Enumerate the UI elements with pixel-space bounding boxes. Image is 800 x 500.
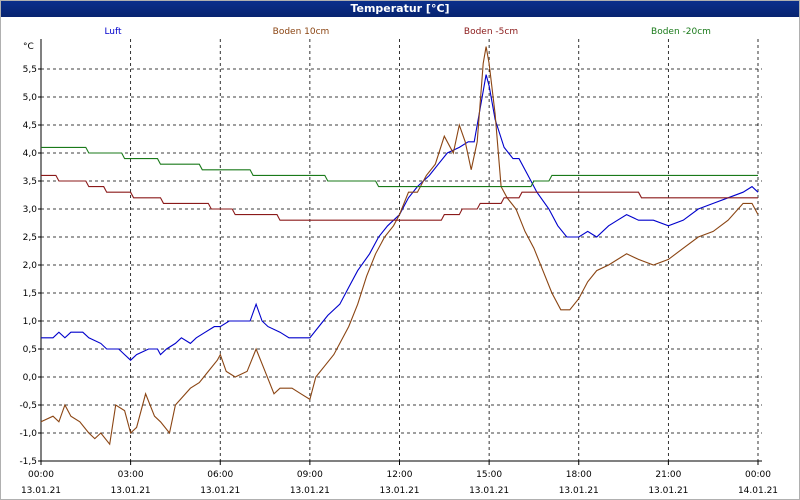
x-tick-time: 21:00 (655, 470, 681, 480)
y-tick-label: 5,5 (23, 65, 37, 75)
series-line (40, 46, 759, 446)
window-title: Temperatur [°C] (1, 1, 799, 17)
legend-entry: Boden 10cm (273, 27, 330, 37)
y-tick-label: 3,5 (23, 177, 37, 187)
chart-grid (40, 39, 762, 462)
chart-legend: Luft Boden 10cm Boden -5cm Boden -20cm (104, 27, 711, 37)
y-tick-label: 1,0 (23, 317, 38, 327)
legend-entry: Boden -20cm (651, 27, 711, 37)
y-tick-label: 0,5 (23, 345, 37, 355)
x-axis: 00:00 13.01.21 03:00 13.01.21 06:00 13.01.21 0… (21, 461, 778, 496)
x-tick-time: 00:00 (28, 470, 54, 480)
x-tick-date: 13.01.21 (559, 486, 599, 496)
x-tick-date: 13.01.21 (200, 486, 240, 496)
series-line (41, 146, 758, 188)
y-tick-label: 5,0 (23, 93, 38, 103)
y-tick-label: -1,0 (19, 429, 37, 439)
x-tick-time: 09:00 (297, 470, 323, 480)
series-line (41, 174, 758, 221)
x-tick-time: 06:00 (207, 470, 233, 480)
x-tick-time: 12:00 (387, 470, 413, 480)
y-tick-label: -0,5 (19, 401, 37, 411)
x-tick-date: 14.01.21 (738, 486, 778, 496)
x-tick-date: 13.01.21 (21, 486, 61, 496)
y-axis: -1,5 -1,0 -0,5 0,0 0,5 1,0 1,5 2,0 2,5 3,0 3,5 4,0 4… (19, 65, 41, 467)
y-tick-label: -1,5 (19, 457, 37, 467)
x-tick-date: 13.01.21 (379, 486, 419, 496)
x-tick-time: 03:00 (118, 470, 144, 480)
legend-entry: Boden -5cm (464, 27, 518, 37)
x-tick-date: 13.01.21 (469, 486, 509, 496)
y-tick-label: 2,5 (23, 233, 37, 243)
y-tick-label: 1,5 (23, 289, 37, 299)
series-line (41, 74, 759, 361)
chart-series (40, 46, 759, 446)
legend-entry: Luft (104, 27, 122, 37)
x-tick-time: 18:00 (566, 470, 592, 480)
y-tick-label: 2,0 (23, 261, 38, 271)
x-tick-time: 15:00 (476, 470, 502, 480)
x-tick-time: 00:00 (745, 470, 771, 480)
y-tick-label: 4,0 (23, 149, 38, 159)
x-tick-date: 13.01.21 (290, 486, 330, 496)
y-tick-label: 0,0 (23, 373, 38, 383)
y-tick-label: 4,5 (23, 121, 37, 131)
y-tick-label: 3,0 (23, 205, 38, 215)
x-tick-date: 13.01.21 (648, 486, 688, 496)
y-axis-label: °C (23, 42, 34, 52)
x-tick-date: 13.01.21 (111, 486, 151, 496)
